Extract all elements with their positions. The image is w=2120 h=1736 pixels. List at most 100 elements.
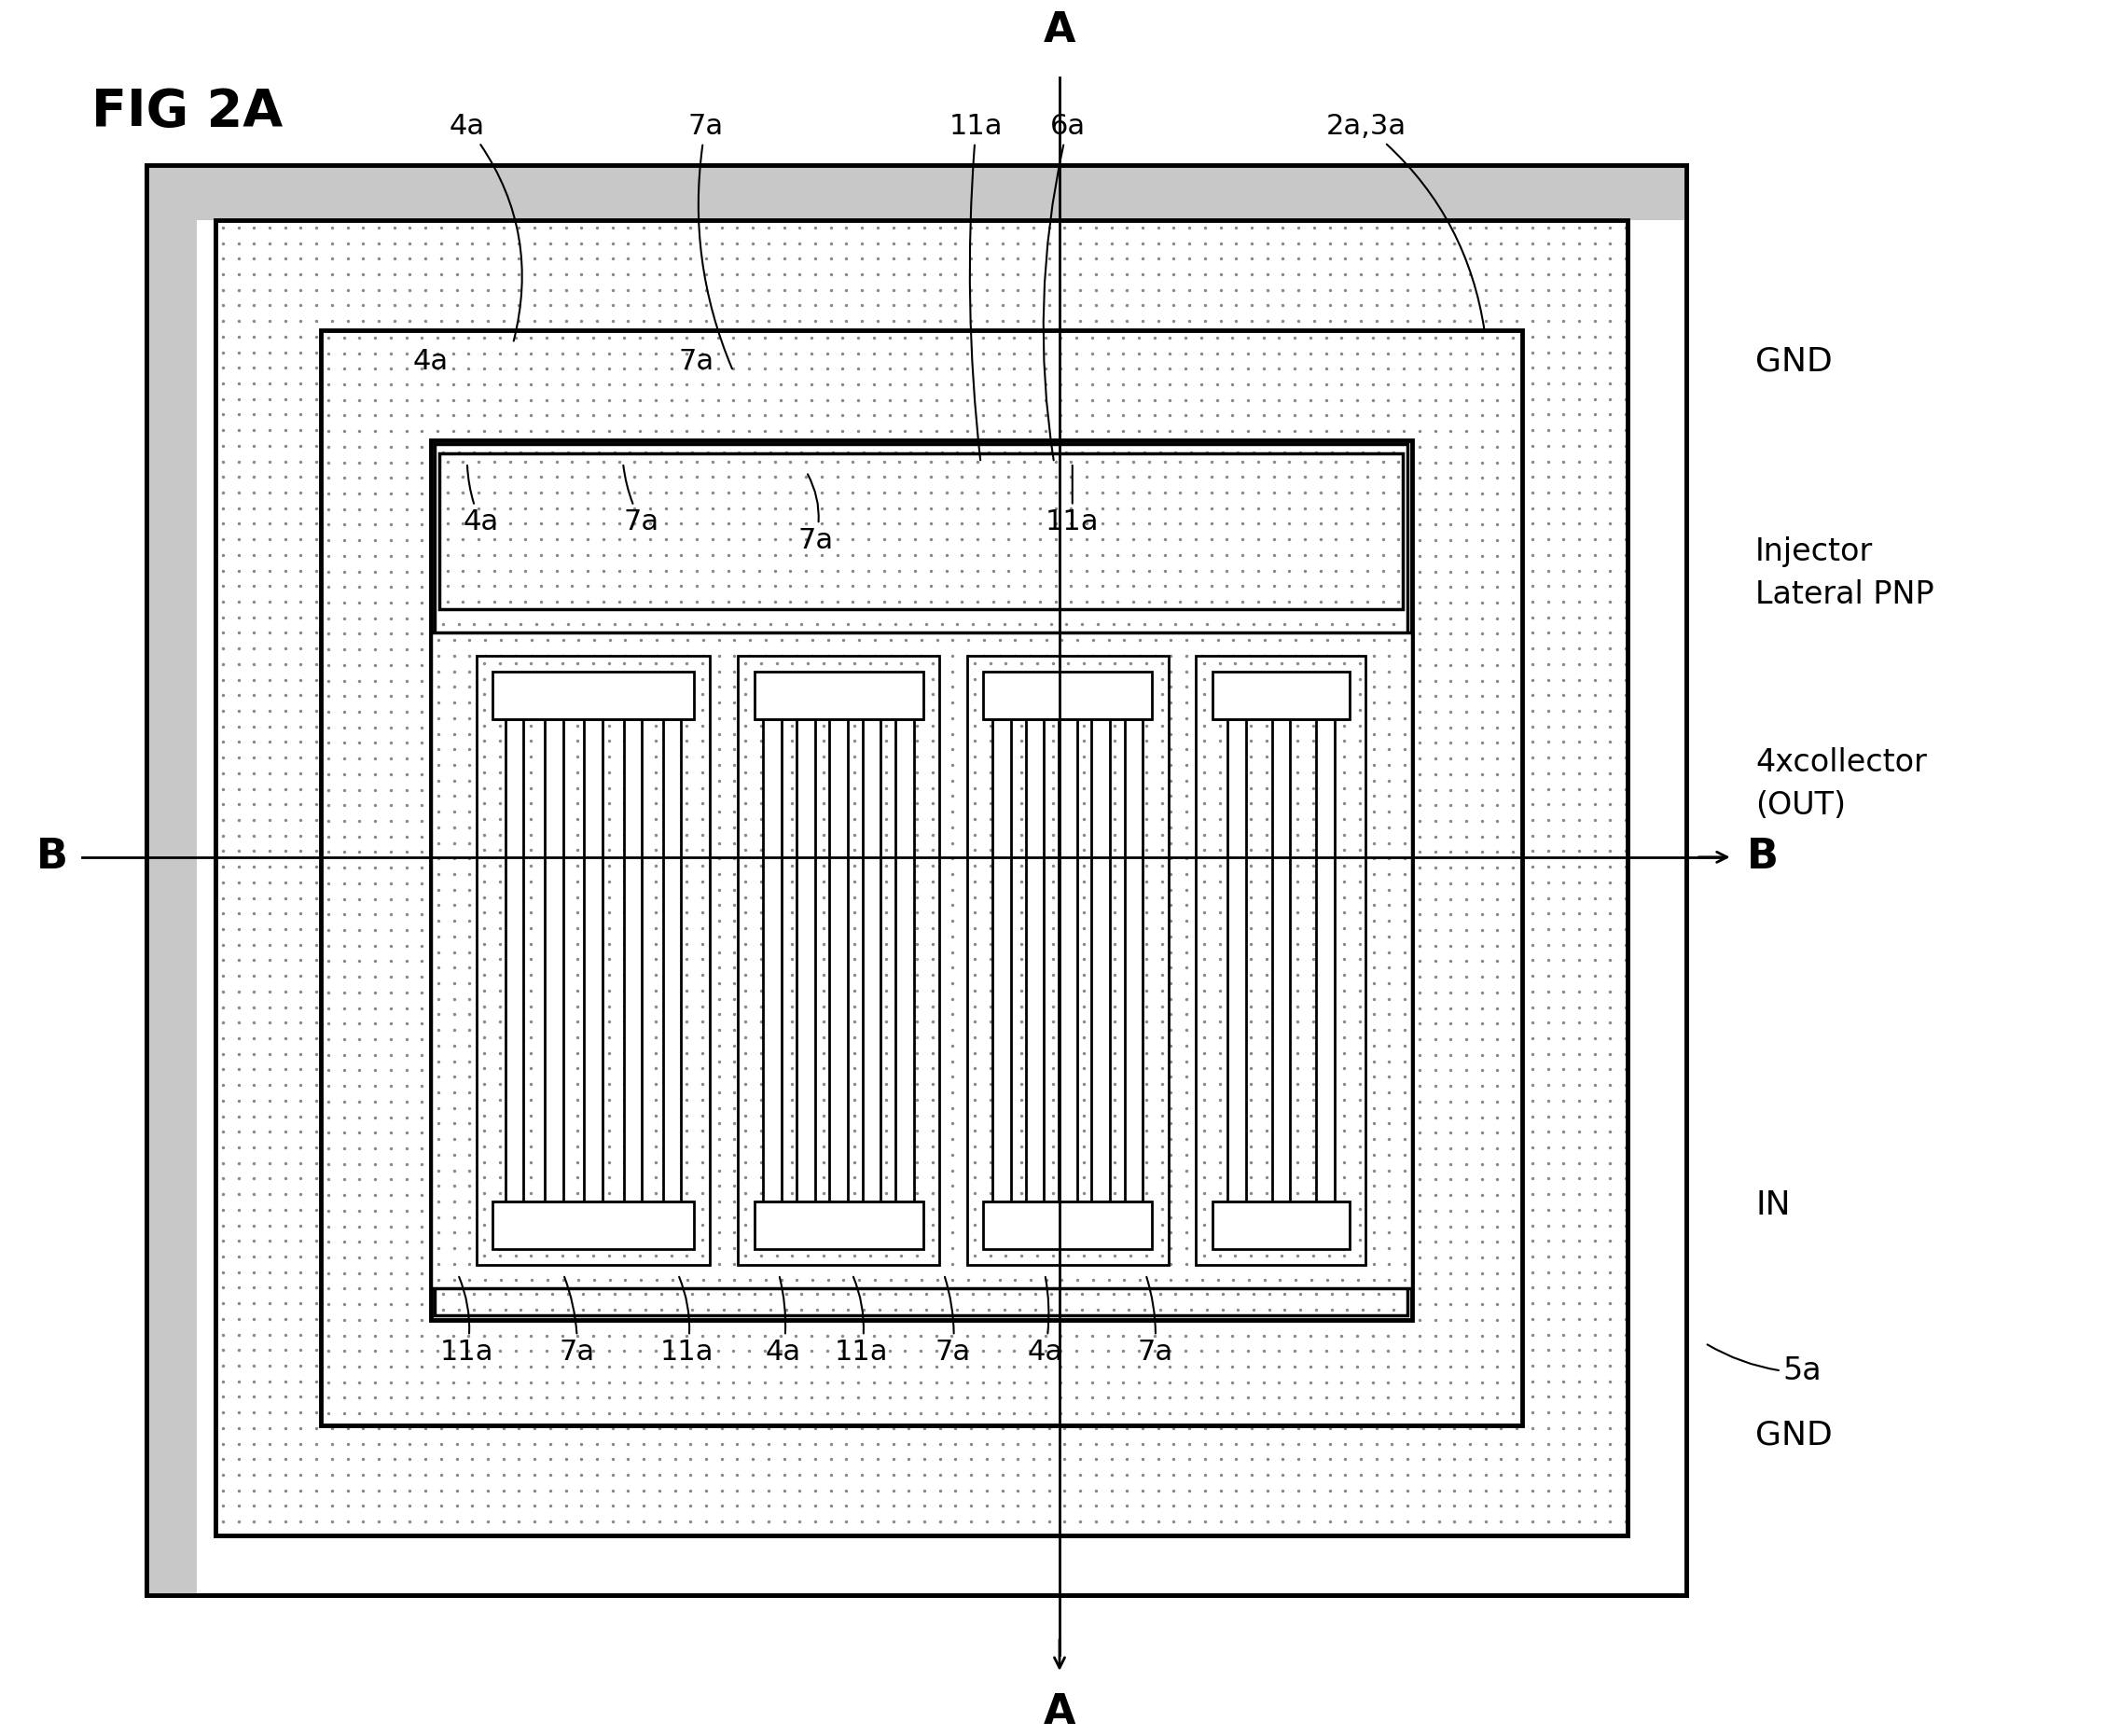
- Point: [284, 712, 318, 740]
- Point: [939, 1274, 973, 1302]
- Point: [1094, 977, 1128, 1005]
- Point: [445, 495, 479, 523]
- Point: [1013, 1250, 1047, 1278]
- Point: [581, 1180, 615, 1208]
- Point: [721, 260, 755, 288]
- Point: [513, 448, 547, 476]
- Point: [420, 479, 454, 507]
- Point: [1020, 1210, 1054, 1238]
- Point: [873, 1125, 907, 1153]
- Point: [670, 807, 704, 835]
- Point: [1253, 1031, 1287, 1059]
- Point: [1138, 1104, 1172, 1132]
- Point: [731, 464, 765, 491]
- Point: [498, 806, 532, 833]
- Point: [1111, 806, 1145, 833]
- Point: [1266, 1290, 1300, 1318]
- Point: [392, 276, 426, 304]
- Point: [704, 884, 738, 911]
- Point: [1189, 719, 1223, 746]
- Point: [534, 953, 568, 981]
- Point: [1030, 845, 1064, 873]
- Point: [628, 977, 661, 1005]
- Point: [903, 917, 937, 944]
- Point: [1327, 1024, 1361, 1052]
- Point: [878, 1078, 912, 1106]
- Point: [377, 667, 411, 694]
- Point: [644, 625, 678, 653]
- Point: [1359, 1196, 1393, 1224]
- Point: [405, 776, 439, 804]
- Point: [1329, 906, 1363, 934]
- Point: [744, 977, 778, 1005]
- Point: [767, 1290, 801, 1318]
- Point: [644, 719, 678, 746]
- Point: [1153, 1094, 1187, 1121]
- Point: [1325, 1073, 1359, 1101]
- Point: [655, 1016, 689, 1043]
- Point: [1153, 1042, 1187, 1069]
- Point: [1372, 845, 1406, 873]
- Point: [1172, 370, 1206, 398]
- Point: [252, 245, 286, 273]
- Point: [1516, 573, 1550, 601]
- Point: [837, 821, 871, 849]
- Point: [1403, 1290, 1437, 1318]
- Point: [1018, 1234, 1052, 1262]
- Point: [922, 573, 956, 601]
- Point: [1096, 969, 1130, 996]
- Point: [591, 649, 625, 677]
- Point: [757, 448, 791, 476]
- Point: [331, 510, 365, 538]
- Point: [939, 464, 973, 491]
- Point: [1359, 774, 1393, 802]
- Point: [1187, 1507, 1221, 1535]
- Point: [466, 917, 500, 944]
- Point: [659, 516, 693, 543]
- Point: [1013, 861, 1047, 889]
- Point: [1480, 354, 1514, 382]
- Point: [814, 1118, 848, 1146]
- Point: [1215, 729, 1249, 757]
- Point: [1153, 1026, 1187, 1054]
- Point: [1278, 1203, 1312, 1231]
- Point: [922, 1212, 956, 1240]
- Point: [721, 1259, 755, 1286]
- Point: [1111, 672, 1145, 700]
- Point: [674, 401, 708, 429]
- Point: [549, 759, 583, 786]
- Point: [608, 932, 642, 960]
- Point: [778, 698, 812, 726]
- Point: [1376, 276, 1410, 304]
- Point: [363, 214, 396, 241]
- Point: [220, 1352, 254, 1380]
- Point: [1158, 307, 1191, 335]
- Point: [1376, 1415, 1410, 1443]
- Point: [581, 1071, 615, 1099]
- Point: [767, 1134, 801, 1161]
- Point: [377, 1462, 411, 1489]
- Point: [1081, 969, 1115, 996]
- Point: [702, 948, 736, 976]
- Point: [1172, 620, 1206, 648]
- Point: [846, 1102, 880, 1130]
- Point: [1297, 620, 1331, 648]
- Point: [1382, 464, 1416, 491]
- Point: [623, 495, 657, 523]
- Point: [1081, 1234, 1115, 1262]
- Point: [519, 1016, 553, 1043]
- Point: [799, 797, 833, 825]
- Point: [941, 812, 975, 840]
- Point: [564, 323, 598, 351]
- Point: [1204, 1118, 1238, 1146]
- Point: [659, 719, 693, 746]
- Point: [1185, 854, 1219, 882]
- Point: [498, 852, 532, 880]
- Point: [935, 1384, 969, 1411]
- Point: [649, 464, 683, 491]
- Point: [1111, 469, 1145, 496]
- Point: [825, 1042, 859, 1069]
- Point: [1594, 323, 1628, 351]
- Point: [1187, 1352, 1221, 1380]
- Point: [577, 696, 611, 724]
